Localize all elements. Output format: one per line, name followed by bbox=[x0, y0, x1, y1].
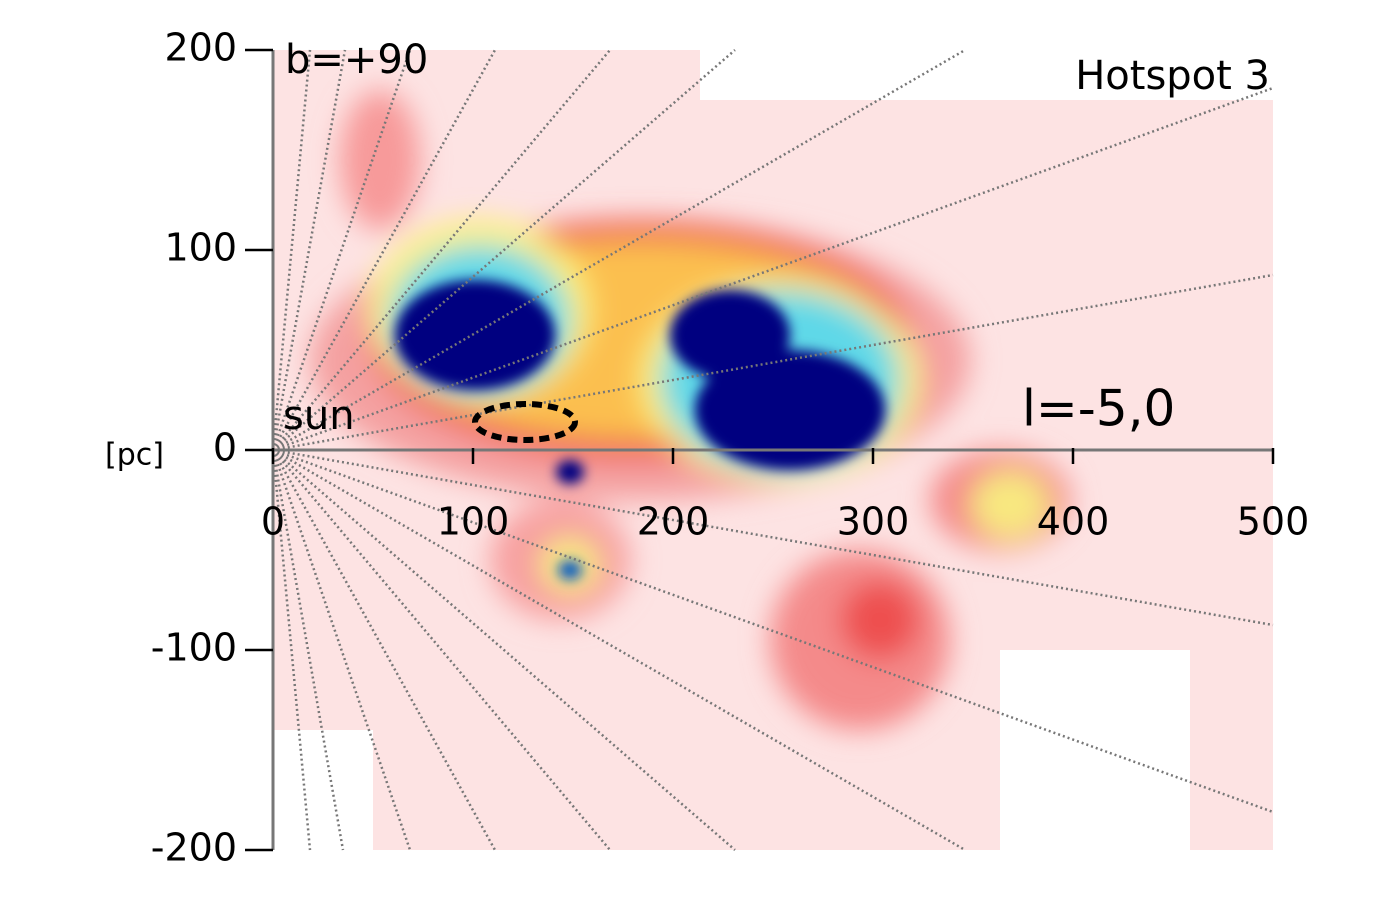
annotation: b=+90 bbox=[285, 37, 428, 83]
annotation: sun bbox=[283, 393, 355, 439]
x-tick-label: 500 bbox=[1237, 500, 1310, 544]
x-tick-label: 400 bbox=[1037, 500, 1110, 544]
x-tick-label: 100 bbox=[437, 500, 510, 544]
y-tick-label: 200 bbox=[164, 26, 237, 70]
region-outline bbox=[472, 401, 578, 443]
x-tick-label: 0 bbox=[261, 500, 285, 544]
y-tick-label: -100 bbox=[151, 626, 237, 670]
x-tick-label: 200 bbox=[637, 500, 710, 544]
y-tick-label: 0 bbox=[213, 426, 237, 470]
y-axis-unit: [pc] bbox=[105, 438, 164, 473]
x-tick-label: 300 bbox=[837, 500, 910, 544]
chart-title: Hotspot 3 bbox=[1075, 53, 1270, 99]
y-tick-label: 100 bbox=[164, 226, 237, 270]
heatmap bbox=[273, 50, 1273, 850]
y-tick-label: -200 bbox=[151, 826, 237, 870]
annotation: l=-5,0 bbox=[1022, 380, 1175, 438]
